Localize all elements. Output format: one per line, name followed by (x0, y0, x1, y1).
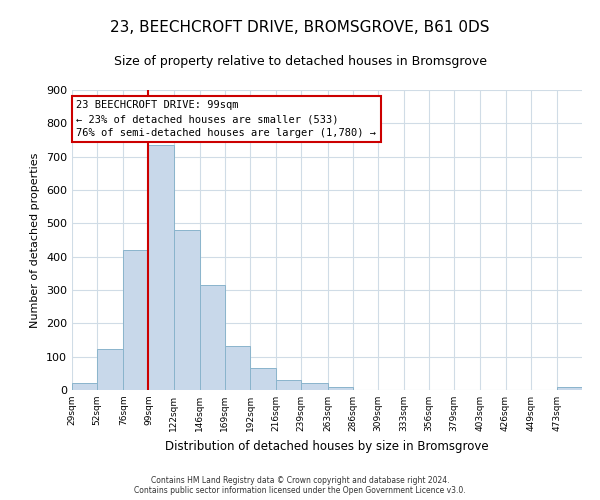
Bar (173, 230, 200, 390)
Bar (250, 368, 276, 390)
Y-axis label: Number of detached properties: Number of detached properties (31, 152, 40, 328)
Bar (200, 285, 225, 390)
Text: 23, BEECHCROFT DRIVE, BROMSGROVE, B61 0DS: 23, BEECHCROFT DRIVE, BROMSGROVE, B61 0D… (110, 20, 490, 35)
Bar (328, 386, 353, 390)
Text: Contains HM Land Registry data © Crown copyright and database right 2024.
Contai: Contains HM Land Registry data © Crown c… (134, 476, 466, 495)
Bar (124, 250, 148, 390)
Bar (557, 388, 582, 390)
Bar (276, 380, 301, 390)
Bar (148, 145, 173, 390)
X-axis label: Distribution of detached houses by size in Bromsgrove: Distribution of detached houses by size … (165, 440, 489, 452)
Text: 23 BEECHCROFT DRIVE: 99sqm
← 23% of detached houses are smaller (533)
76% of sem: 23 BEECHCROFT DRIVE: 99sqm ← 23% of deta… (76, 100, 376, 138)
Bar (301, 382, 328, 390)
Bar (225, 346, 250, 390)
Bar (97, 350, 124, 390)
Text: Size of property relative to detached houses in Bromsgrove: Size of property relative to detached ho… (113, 55, 487, 68)
Bar (72, 382, 97, 390)
